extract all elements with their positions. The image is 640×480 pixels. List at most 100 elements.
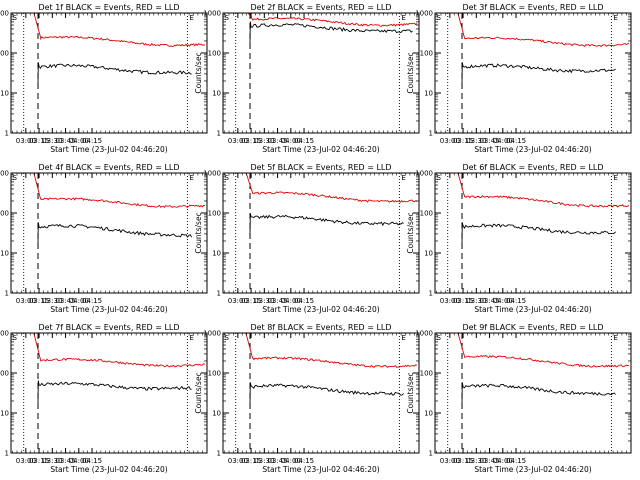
y-tick-label: 100: [420, 370, 433, 378]
plot-frame: [434, 172, 632, 294]
x-tick-label: 03:45: [267, 297, 287, 305]
lld-series-line: [245, 173, 418, 203]
x-tick-label: 04:15: [82, 137, 102, 145]
plot-frame: [434, 12, 632, 134]
panel-title: Det 1f BLACK = Events, RED = LLD: [38, 3, 179, 12]
lld-series-line: [457, 13, 630, 48]
y-tick-label: 100: [420, 50, 433, 58]
x-tick-label: 03:30: [42, 137, 62, 145]
end-marker-label: E: [189, 14, 193, 22]
x-tick-label: 03:15: [241, 297, 261, 305]
x-tick-label: 04:00: [69, 297, 89, 305]
x-tick-label: 03:45: [267, 137, 287, 145]
lld-series-line: [33, 173, 205, 208]
x-tick-label: 03:15: [29, 137, 49, 145]
panel-5: Det 5f BLACK = Events, RED = LLD S E 1 10 100…: [194, 163, 420, 314]
y-axis-label: Counts/sec: [194, 372, 203, 413]
y-tick-label: 1: [429, 290, 433, 298]
x-tick-label: 03:30: [466, 137, 486, 145]
x-tick-label: 03:15: [453, 457, 473, 465]
y-tick-label: 1: [217, 450, 221, 458]
x-tick-label: 03:15: [453, 297, 473, 305]
x-tick-label: 03:00: [228, 457, 248, 465]
x-tick-label: 04:15: [506, 457, 526, 465]
events-series-line: [461, 222, 616, 246]
events-series-line: [249, 213, 404, 237]
x-tick-label: 03:30: [254, 297, 274, 305]
y-tick-label: 1000: [203, 330, 221, 338]
y-tick-label: 1000: [0, 330, 9, 338]
y-tick-label: 10: [0, 410, 9, 418]
x-axis-label: Start Time (23-Jul-02 04:46:20): [262, 305, 379, 314]
panel-title: Det 9f BLACK = Events, RED = LLD: [462, 323, 603, 332]
y-tick-label: 100: [208, 210, 221, 218]
lld-series-line: [33, 333, 206, 368]
start-marker-label: S: [437, 14, 442, 22]
x-tick-label: 03:00: [228, 297, 248, 305]
events-series-line: [37, 380, 192, 404]
y-tick-label: 1: [217, 130, 221, 138]
x-tick-label: 03:00: [16, 297, 36, 305]
y-tick-label: 10: [424, 250, 433, 258]
panel-3: Det 3f BLACK = Events, RED = LLD S E 1 10 100…: [406, 3, 632, 154]
x-tick-label: 03:00: [16, 137, 36, 145]
y-tick-label: 100: [208, 50, 221, 58]
x-tick-label: 03:00: [440, 297, 460, 305]
y-tick-label: 100: [0, 210, 9, 218]
y-tick-label: 1: [5, 290, 9, 298]
end-marker-label: E: [401, 174, 405, 182]
events-series-line: [37, 222, 192, 246]
plot-frame: [222, 12, 420, 134]
x-tick-label: 03:15: [29, 297, 49, 305]
events-series-line: [249, 21, 413, 45]
y-tick-label: 1: [429, 450, 433, 458]
x-axis-label: Start Time (23-Jul-02 04:46:20): [474, 305, 591, 314]
plot-frame: [10, 12, 208, 134]
x-tick-label: 03:45: [55, 297, 75, 305]
x-tick-label: 03:00: [440, 457, 460, 465]
y-tick-label: 1000: [415, 170, 433, 178]
y-tick-label: 100: [420, 210, 433, 218]
panel-title: Det 6f BLACK = Events, RED = LLD: [462, 163, 603, 172]
panel-9: Det 9f BLACK = Events, RED = LLD S E 1 10 100…: [406, 323, 632, 474]
y-tick-label: 10: [424, 410, 433, 418]
end-marker-label: E: [613, 334, 617, 342]
y-tick-label: 1: [5, 450, 9, 458]
events-series-line: [461, 62, 616, 86]
x-tick-label: 03:45: [479, 137, 499, 145]
y-tick-label: 10: [212, 250, 221, 258]
x-tick-label: 04:00: [281, 297, 301, 305]
end-marker-label: E: [189, 174, 193, 182]
y-tick-label: 1: [429, 130, 433, 138]
x-tick-label: 04:15: [294, 457, 314, 465]
start-marker-label: S: [225, 174, 230, 182]
y-axis-label: Counts/sec: [194, 52, 203, 93]
x-tick-label: 04:15: [82, 457, 102, 465]
start-marker-label: S: [13, 174, 18, 182]
x-axis-label: Start Time (23-Jul-02 04:46:20): [262, 465, 379, 474]
y-axis-label: Counts/sec: [194, 212, 203, 253]
x-tick-label: 04:00: [69, 457, 89, 465]
x-tick-label: 03:15: [453, 137, 473, 145]
end-marker-label: E: [613, 14, 617, 22]
end-marker-label: E: [401, 334, 405, 342]
panel-6: Det 6f BLACK = Events, RED = LLD S E 1 10 100…: [406, 163, 632, 314]
x-axis-label: Start Time (23-Jul-02 04:46:20): [50, 305, 167, 314]
start-marker-label: S: [13, 14, 18, 22]
start-marker-label: S: [13, 334, 18, 342]
x-tick-label: 03:30: [254, 457, 274, 465]
y-tick-label: 1000: [203, 10, 221, 18]
x-tick-label: 04:15: [506, 137, 526, 145]
panel-title: Det 4f BLACK = Events, RED = LLD: [38, 163, 179, 172]
x-tick-label: 03:15: [29, 457, 49, 465]
y-tick-label: 1000: [415, 10, 433, 18]
lld-series-line: [457, 173, 630, 208]
x-tick-label: 03:00: [228, 137, 248, 145]
x-tick-label: 03:45: [479, 297, 499, 305]
x-tick-label: 04:15: [294, 297, 314, 305]
start-marker-label: S: [437, 334, 442, 342]
plot-frame: [434, 332, 632, 454]
y-tick-label: 100: [0, 50, 9, 58]
lld-series-line: [247, 13, 418, 27]
y-tick-label: 1000: [0, 170, 9, 178]
